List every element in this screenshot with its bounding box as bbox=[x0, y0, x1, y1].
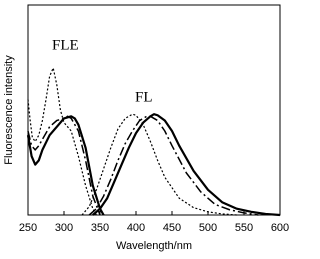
x-tick-label: 350 bbox=[91, 222, 109, 234]
line-series bbox=[81, 113, 237, 216]
x-tick-label: 600 bbox=[271, 222, 289, 234]
line-series bbox=[27, 67, 97, 216]
x-tick-label: 400 bbox=[127, 222, 145, 234]
x-tick-label: 450 bbox=[163, 222, 181, 234]
x-axis-label: Wavelength/nm bbox=[116, 240, 192, 252]
x-tick-label: 550 bbox=[235, 222, 253, 234]
annotation: FL bbox=[135, 89, 153, 105]
line-series bbox=[27, 115, 101, 216]
chart: FLE FL Wavelength/nm Fluorescence intens… bbox=[3, 4, 289, 252]
line-series bbox=[88, 115, 259, 216]
line-series bbox=[92, 113, 281, 217]
y-axis-label: Fluorescence intensity bbox=[3, 55, 15, 165]
x-tick-label: 300 bbox=[55, 222, 73, 234]
x-tick-label: 500 bbox=[199, 222, 217, 234]
plot-frame bbox=[27, 4, 281, 216]
x-tick-label: 250 bbox=[19, 222, 37, 234]
annotation: FLE bbox=[52, 37, 79, 53]
line-series bbox=[26, 115, 105, 216]
